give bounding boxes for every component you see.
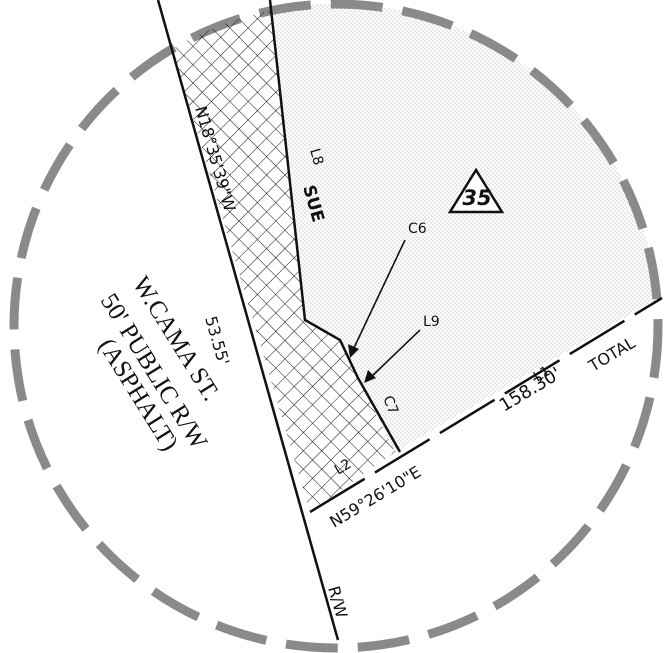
- l8-label: L8: [306, 147, 326, 167]
- l2-label: L2: [332, 456, 355, 478]
- sue-boundary-line: [268, 0, 402, 453]
- c6-arrowhead: [348, 344, 359, 358]
- distance-west-label: 53.55': [201, 314, 233, 367]
- street-label-block: W.CAMA ST. 50' PUBLIC R/W (ASPHALT): [93, 272, 225, 456]
- l9-leader-line: [369, 329, 421, 379]
- parcel-number: 35: [462, 186, 491, 210]
- rw-label: R/W: [324, 584, 351, 620]
- sue-easement-area: [158, 4, 395, 512]
- l9-label: L9: [423, 314, 440, 330]
- row-line-west: [156, 0, 340, 641]
- c7-label: C7: [379, 394, 401, 417]
- parcel-triangle-icon: [447, 167, 505, 214]
- l1-label: L1: [531, 363, 554, 385]
- l9-arrowhead: [364, 370, 376, 383]
- south-property-line: [309, 296, 663, 514]
- parcel-35-area: [270, 4, 658, 452]
- c6-label: C6: [408, 221, 427, 237]
- c6-leader-line: [351, 239, 406, 353]
